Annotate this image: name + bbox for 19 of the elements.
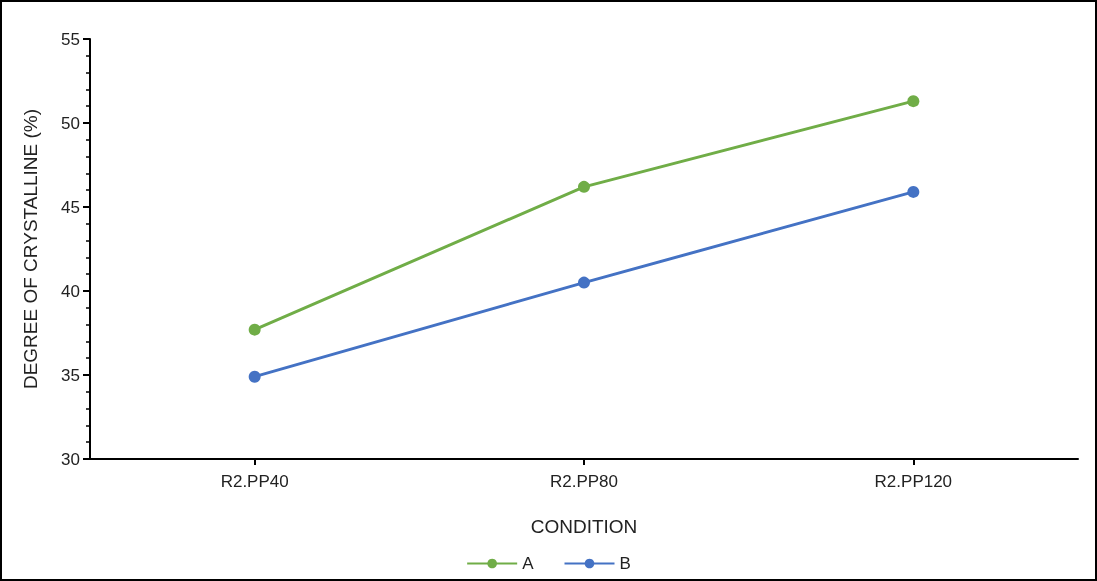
y-tick-label: 55 [61, 29, 80, 49]
point [248, 323, 261, 336]
point [907, 95, 920, 108]
legend-label: B [619, 554, 631, 573]
point [248, 370, 261, 383]
x-tick-label: R2.PP120 [874, 472, 953, 491]
x-tick-label: R2.PP40 [220, 472, 289, 491]
x-tick-label: R2.PP80 [549, 472, 619, 491]
y-tick-label: 50 [61, 113, 80, 133]
point [907, 185, 920, 198]
x-axis-title: CONDITION [530, 516, 638, 537]
point [578, 276, 590, 289]
y-tick-label: 30 [61, 449, 80, 469]
y-tick-label: 40 [61, 281, 80, 301]
y-tick-label: 45 [61, 197, 80, 217]
y-axis-title: DEGREE OF CRYSTALLINE (%) [20, 108, 41, 390]
y-tick-label: 35 [61, 365, 80, 385]
legend-label: A [522, 554, 535, 573]
point [578, 180, 590, 193]
